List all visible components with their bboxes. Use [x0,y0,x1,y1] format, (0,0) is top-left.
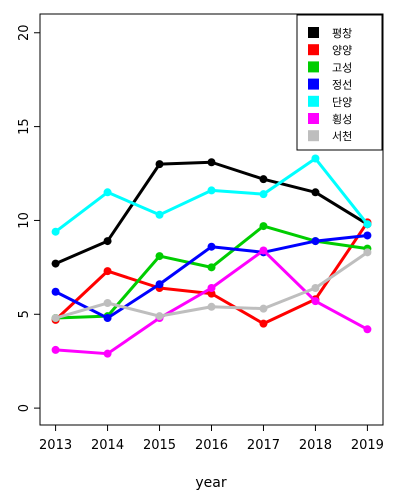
data-point [103,349,112,358]
y-tick-label: 10 [17,212,32,229]
x-axis: 2013 2014 2015 2016 2017 2018 2019 [39,425,384,453]
data-point [207,289,216,298]
legend-label: 단양 [332,96,352,109]
data-point [207,186,216,195]
legend-swatch [308,130,319,142]
data-point [155,160,164,169]
data-point [207,302,216,311]
data-point [103,299,112,308]
legend-label: 양양 [332,44,352,57]
data-point [51,287,60,296]
data-point [207,263,216,272]
data-point [207,284,216,292]
data-point [103,314,112,323]
y-tick-label: 0 [17,404,32,412]
series-5 [51,246,372,358]
data-point [207,242,216,251]
data-point [363,325,372,334]
y-axis: 0 5 10 15 20 [17,24,40,412]
series-3 [51,231,372,323]
x-tick-label: 2016 [195,438,228,453]
legend-swatch [308,61,319,73]
data-point [259,190,268,199]
x-tick-label: 2013 [39,438,72,453]
data-point [51,259,60,268]
x-axis-label: year [195,475,226,491]
data-point [103,237,112,246]
data-point [51,345,60,354]
data-point [155,280,164,289]
x-tick-label: 2015 [143,438,176,453]
data-point [51,227,60,236]
legend-label: 횡성 [332,113,352,126]
legend-label: 정선 [332,79,352,92]
y-tick-label: 15 [17,118,32,135]
data-point [103,267,112,276]
data-point [311,284,320,292]
series-1 [51,218,372,328]
data-point [259,304,268,313]
series-0 [51,158,372,268]
data-point [311,188,320,197]
x-tick-label: 2017 [247,438,280,453]
data-point [363,248,372,257]
data-point [51,314,60,323]
series-4 [51,154,372,236]
legend-swatch [308,113,319,124]
legend-swatch [308,78,319,90]
data-point [363,231,372,240]
data-point [259,246,268,255]
data-point [311,297,320,306]
data-point [311,154,320,163]
data-point [155,252,164,261]
legend-swatch [308,27,319,38]
data-point [207,158,216,167]
x-tick-label: 2014 [91,438,124,453]
legend-label: 평창 [332,27,352,40]
y-tick-label: 5 [17,310,32,318]
data-point [311,237,320,246]
series-layer [51,154,372,358]
legend-swatch [308,95,319,107]
data-point [155,210,164,219]
legend-label: 고성 [332,61,352,74]
data-point [259,222,268,231]
x-tick-label: 2019 [351,438,384,453]
x-tick-label: 2018 [299,438,332,453]
series-6 [51,248,372,323]
y-tick-label: 20 [17,24,32,41]
data-point [103,188,112,197]
data-point [259,319,268,328]
data-point [363,220,372,229]
legend-swatch [308,44,319,56]
data-point [155,312,164,321]
data-point [259,175,268,184]
legend-label: 서천 [332,129,352,143]
